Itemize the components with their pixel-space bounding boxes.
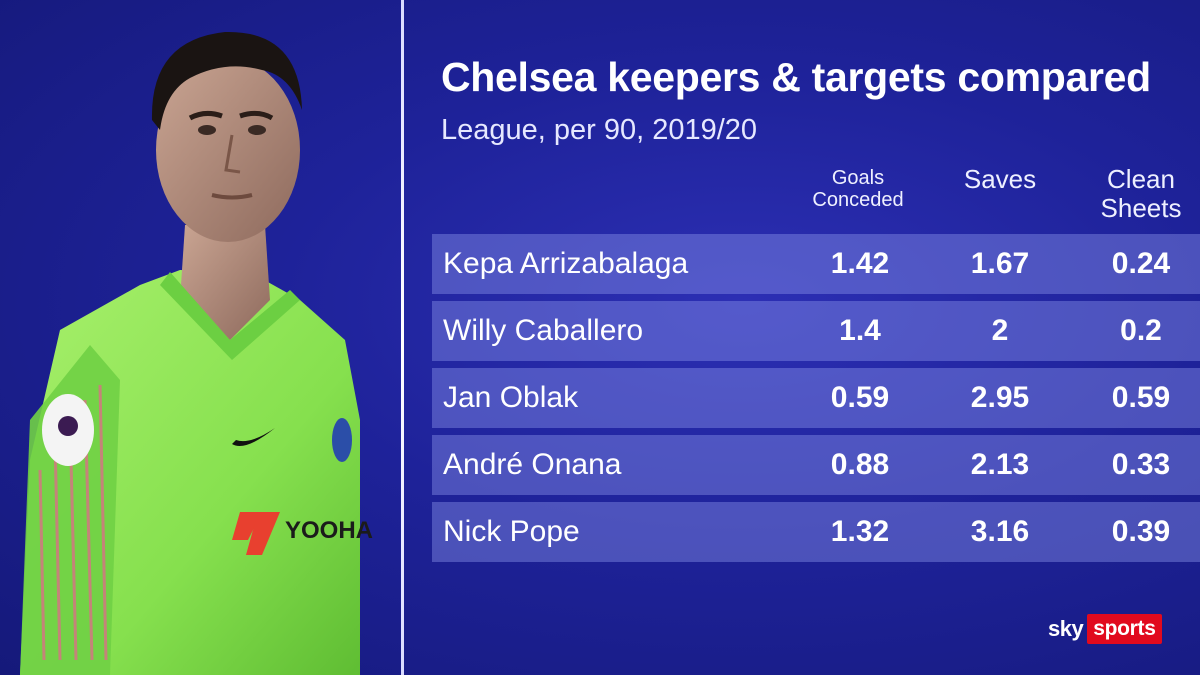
player-name: André Onana xyxy=(443,448,622,481)
table-row: Willy Caballero 1.4 2 0.2 xyxy=(432,301,1200,361)
goals-conceded-value: 0.88 xyxy=(830,448,890,481)
saves-value: 2 xyxy=(991,314,1009,347)
clean-sheets-value: 0.33 xyxy=(1111,448,1171,481)
goals-conceded-value: 1.4 xyxy=(839,314,881,347)
player-name: Nick Pope xyxy=(443,515,580,548)
goals-conceded-value: 1.42 xyxy=(830,247,890,280)
saves-value: 2.95 xyxy=(970,381,1030,414)
table-row: Jan Oblak 0.59 2.95 0.59 xyxy=(432,368,1200,428)
column-header-clean-sheets: Clean Sheets xyxy=(1100,164,1182,223)
clean-sheets-value: 0.2 xyxy=(1120,314,1162,347)
table-row: Nick Pope 1.32 3.16 0.39 xyxy=(432,502,1200,562)
saves-value: 1.67 xyxy=(970,247,1030,280)
svg-text:YOOHA: YOOHA xyxy=(285,517,373,544)
goals-conceded-value: 0.59 xyxy=(830,381,890,414)
clean-sheets-value: 0.59 xyxy=(1111,381,1171,414)
sports-wordmark: sports xyxy=(1087,614,1162,644)
sky-sports-logo: sky sports xyxy=(1048,614,1162,644)
sky-wordmark: sky xyxy=(1048,616,1084,641)
table-row: André Onana 0.88 2.13 0.33 xyxy=(432,435,1200,495)
column-header-saves: Saves xyxy=(963,164,1037,194)
player-name: Jan Oblak xyxy=(443,381,579,414)
goals-conceded-value: 1.32 xyxy=(830,515,890,548)
divider-line xyxy=(401,0,404,675)
player-name: Kepa Arrizabalaga xyxy=(443,247,689,280)
chart-subtitle: League, per 90, 2019/20 xyxy=(441,114,758,146)
clean-sheets-value: 0.39 xyxy=(1111,515,1171,548)
saves-value: 3.16 xyxy=(970,515,1030,548)
player-name: Willy Caballero xyxy=(443,314,644,347)
goalkeeper-photo: YOOHA xyxy=(20,31,373,675)
table-row: Kepa Arrizabalaga 1.42 1.67 0.24 xyxy=(432,234,1200,294)
column-header-goals-conceded: Goals Conceded xyxy=(812,167,904,211)
clean-sheets-value: 0.24 xyxy=(1111,247,1171,280)
saves-value: 2.13 xyxy=(970,448,1030,481)
chart-title: Chelsea keepers & targets compared xyxy=(441,54,1151,100)
